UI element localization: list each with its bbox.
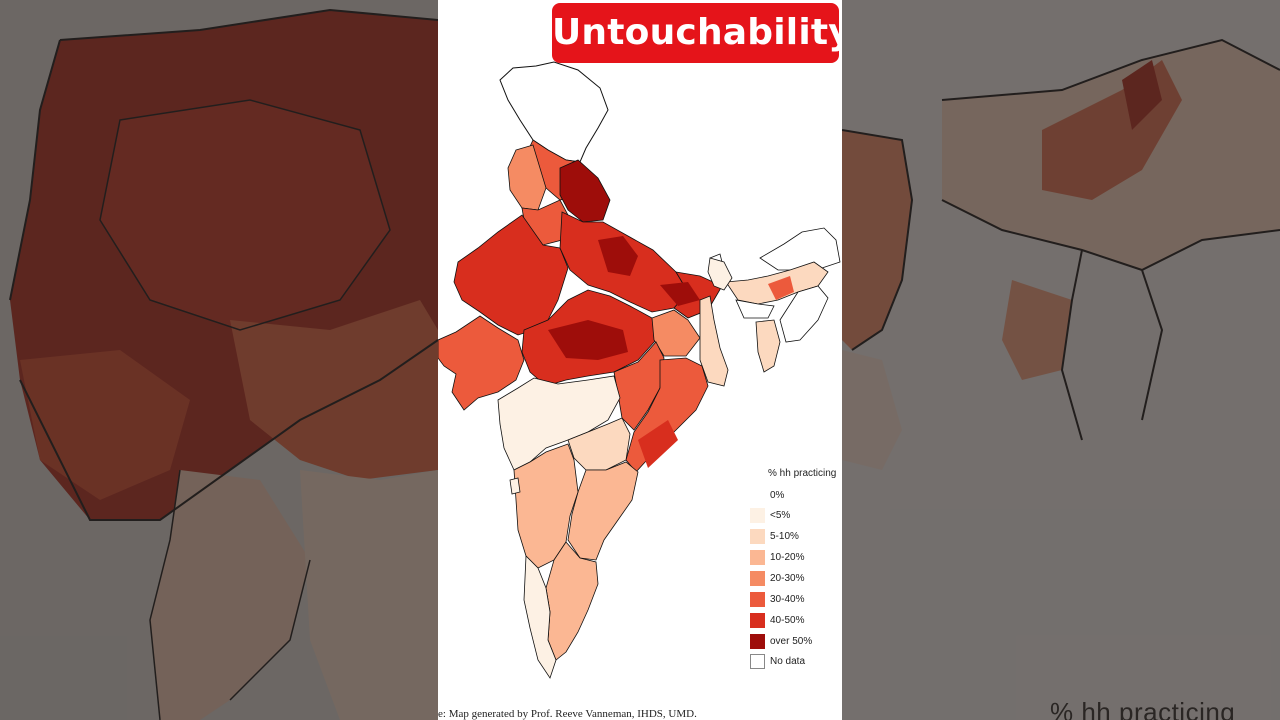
legend-swatch [750,570,765,586]
background-legend-caption: % hh practicing [1050,697,1236,720]
legend-item: 5-10% [750,528,799,544]
legend-item: 0% [750,487,784,503]
legend-swatch [750,653,765,669]
legend-item: 10-20% [750,549,804,565]
legend-swatch [750,612,765,628]
legend-label: <5% [770,509,791,521]
legend-label: 30-40% [770,593,805,605]
region-karnataka [513,443,579,569]
legend-label: No data [770,655,806,667]
legend-label: over 50% [770,635,813,647]
legend-item: <5% [750,507,790,523]
legend-swatch [750,507,765,523]
legend-label: 5-10% [770,530,799,542]
region-meghalaya [735,299,775,319]
region-assam-hotspot [768,276,794,300]
region-tripura-mizoram [755,319,781,373]
legend-item: 30-40% [750,591,804,607]
legend-label: 20-30% [770,572,805,584]
region-chhattisgarh [613,341,665,431]
region-tamil-nadu [545,541,599,661]
right-dim-overlay [842,0,1280,720]
legend-item: 40-50% [750,612,804,628]
region-goa [509,477,521,495]
region-north-bengal [707,257,733,291]
map-panel: Untouchability % hh practicing 0% <5% 5-… [438,0,842,720]
region-mp-hotspot [548,320,628,360]
legend-title: % hh practicing [768,468,837,479]
region-up-hotspot [598,236,638,276]
region-rajasthan [453,214,569,336]
legend-swatch [750,487,765,503]
region-gujarat [438,315,525,411]
title-badge: Untouchability [552,3,842,63]
left-dim-overlay [0,0,438,720]
left-background-panel [0,0,438,720]
legend-item: over 50% [750,633,812,649]
region-odisha-hotspot [638,420,678,468]
legend-label: 40-50% [770,614,805,626]
legend-swatch [750,528,765,544]
region-bihar-hotspot [660,282,700,306]
region-nagaland-manipur [779,285,829,343]
india-choropleth-map [438,61,841,679]
region-west-bengal [699,295,729,387]
legend-label: 10-20% [770,551,805,563]
region-arunachal [759,227,841,271]
source-credit: e: Map generated by Prof. Reeve Vanneman… [438,708,697,720]
legend-swatch [750,591,765,607]
region-kerala [523,555,557,679]
region-maharashtra [497,375,621,471]
legend-label: 0% [770,489,785,501]
legend-swatch [750,633,765,649]
region-telangana [567,417,631,471]
legend-item: No data [750,653,805,669]
region-andhra [567,461,639,561]
legend-swatch [750,549,765,565]
region-jammu-kashmir [499,61,609,163]
right-background-panel: % hh practicing [842,0,1280,720]
legend-item: 20-30% [750,570,804,586]
region-uttarakhand [559,159,611,223]
